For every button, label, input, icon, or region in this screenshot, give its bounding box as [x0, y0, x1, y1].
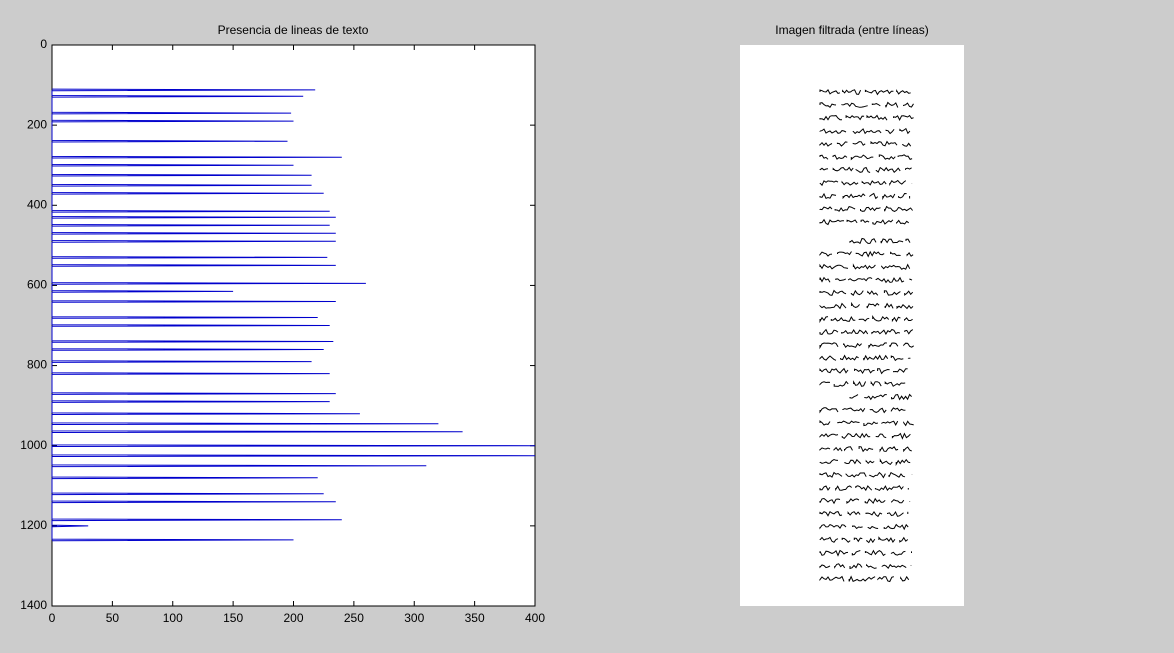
image-area [740, 45, 964, 606]
x-tick-label: 350 [465, 611, 485, 625]
y-tick-label: 1400 [20, 598, 47, 612]
y-tick-label: 600 [27, 278, 47, 292]
x-tick-label: 150 [223, 611, 243, 625]
y-tick-label: 800 [27, 358, 47, 372]
figure: Presencia de lineas de texto Imagen filt… [0, 0, 1174, 648]
x-tick-label: 250 [344, 611, 364, 625]
y-tick-label: 200 [27, 117, 47, 131]
y-tick-label: 1200 [20, 518, 47, 532]
y-tick-label: 400 [27, 197, 47, 211]
page: Presencia de lineas de texto Imagen filt… [0, 0, 1174, 653]
x-tick-label: 50 [106, 611, 120, 625]
chart-title: Presencia de lineas de texto [218, 23, 369, 37]
image-title: Imagen filtrada (entre líneas) [775, 23, 928, 37]
y-tick-label: 1000 [20, 438, 47, 452]
y-tick-label: 0 [40, 37, 47, 51]
x-tick-label: 300 [404, 611, 424, 625]
x-tick-label: 200 [283, 611, 303, 625]
x-tick-label: 0 [49, 611, 56, 625]
x-tick-label: 400 [525, 611, 545, 625]
x-tick-label: 100 [163, 611, 183, 625]
